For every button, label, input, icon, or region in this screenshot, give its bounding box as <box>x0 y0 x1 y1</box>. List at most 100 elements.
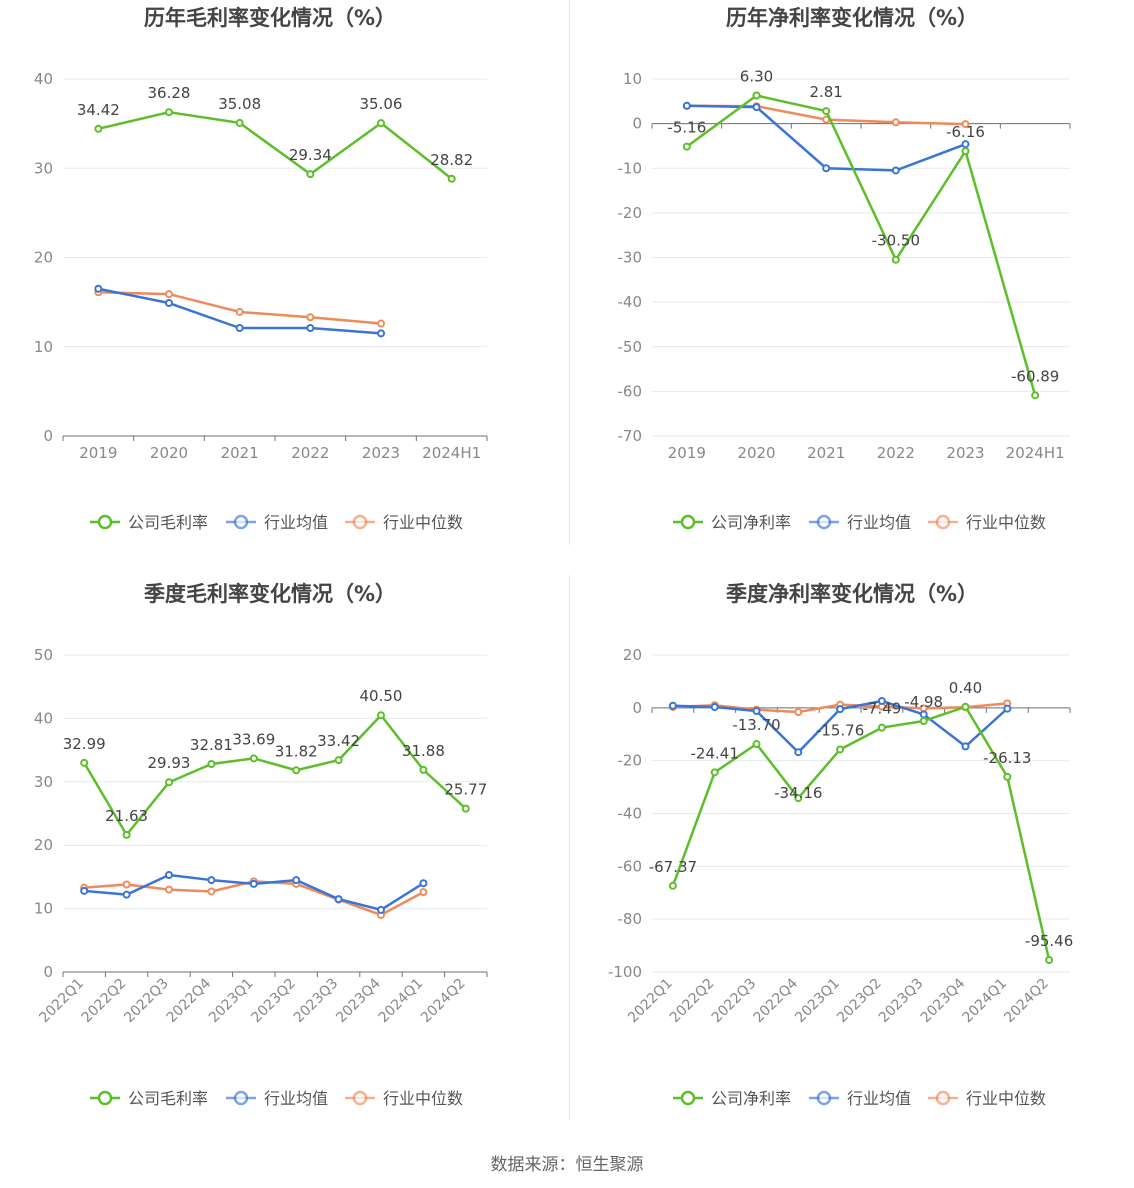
y-tick-label: -60 <box>618 857 643 875</box>
chart-title: 历年净利率变化情况（%） <box>726 6 978 30</box>
data-label: 21.63 <box>105 807 148 825</box>
data-point <box>794 748 803 757</box>
y-tick-label: 10 <box>34 900 53 918</box>
y-tick-label: 0 <box>43 427 53 445</box>
data-point <box>94 284 103 293</box>
data-label: 32.99 <box>63 735 106 753</box>
data-point <box>165 290 173 299</box>
data-point <box>668 881 677 890</box>
data-label: 33.42 <box>317 732 360 750</box>
data-point <box>682 142 691 151</box>
data-point <box>710 768 719 777</box>
x-tick-label: 2022Q4 <box>751 975 802 1026</box>
data-point <box>235 324 244 333</box>
data-point <box>306 324 315 333</box>
chart-panel-2: 历年净利率变化情况（%） -70 -60 -50 -40 -30 -20 -10 0 10 2019… <box>618 6 1071 532</box>
series-line <box>98 110 453 180</box>
x-tick-label: 2024Q1 <box>960 976 1011 1027</box>
x-tick-label: 2019 <box>79 444 117 462</box>
x-tick-label: 2022 <box>291 444 329 462</box>
data-point <box>752 91 761 100</box>
data-label: -30.50 <box>872 232 920 250</box>
legend-label: 公司净利率 <box>711 513 791 532</box>
x-tick-label: 2023Q2 <box>248 976 299 1027</box>
chart-legend: 公司净利率 行业均值 行业中位数 <box>673 513 1046 532</box>
data-point <box>419 765 428 774</box>
data-point <box>752 740 761 749</box>
data-point <box>235 118 244 127</box>
data-point <box>891 255 900 264</box>
legend-marker <box>935 514 951 530</box>
data-point <box>165 870 173 879</box>
legend-label: 公司毛利率 <box>128 513 208 532</box>
data-point <box>752 103 761 112</box>
x-tick-label: 2024H1 <box>422 444 481 462</box>
data-label: -34.16 <box>774 784 822 802</box>
y-tick-label: 0 <box>632 115 642 133</box>
data-point <box>794 708 803 717</box>
data-label: -95.46 <box>1025 932 1073 950</box>
data-point <box>122 830 131 839</box>
data-point <box>1003 704 1012 713</box>
data-point <box>249 879 258 888</box>
data-point <box>461 804 470 813</box>
x-tick-label: 2022Q1 <box>36 976 87 1027</box>
data-label: 31.82 <box>275 742 318 760</box>
x-tick-label: 2023Q2 <box>834 976 885 1027</box>
data-point <box>334 756 343 765</box>
data-label: 32.81 <box>190 736 233 754</box>
data-point <box>165 299 173 308</box>
y-tick-label: 30 <box>34 159 53 177</box>
data-point <box>377 319 385 328</box>
data-label: 36.28 <box>148 84 191 102</box>
x-tick-label: 2022Q4 <box>164 975 215 1026</box>
data-point <box>961 702 970 711</box>
data-point <box>306 313 315 322</box>
x-tick-label: 2023Q4 <box>333 975 384 1026</box>
series-line <box>686 94 1037 396</box>
data-label: 29.34 <box>289 146 332 164</box>
x-tick-label: 2023 <box>946 444 984 462</box>
chart-title: 季度净利率变化情况（%） <box>726 582 978 606</box>
y-tick-label: -60 <box>618 382 643 400</box>
y-tick-label: 10 <box>623 70 642 88</box>
data-point <box>877 696 886 705</box>
data-point <box>682 101 691 110</box>
data-point <box>877 723 886 732</box>
data-label: 29.93 <box>148 754 191 772</box>
data-label: -26.13 <box>983 749 1031 767</box>
legend-label: 公司毛利率 <box>128 1089 208 1108</box>
legend-label: 行业均值 <box>264 513 328 532</box>
y-tick-label: 10 <box>34 338 53 356</box>
chart-title: 季度毛利率变化情况（%） <box>144 582 396 606</box>
y-tick-label: -10 <box>618 159 643 177</box>
x-tick-label: 2022 <box>877 444 915 462</box>
data-label: -4.98 <box>904 693 943 711</box>
data-point <box>249 754 258 763</box>
legend-marker <box>680 1090 696 1106</box>
data-label: -67.37 <box>649 858 697 876</box>
legend-label: 公司净利率 <box>711 1089 791 1108</box>
chart-panel-3: 季度毛利率变化情况（%）010203040502022Q12022Q22022Q… <box>34 582 488 1108</box>
data-label: 35.06 <box>360 95 403 113</box>
legend-marker <box>680 514 696 530</box>
x-tick-label: 2023Q3 <box>876 976 927 1027</box>
y-tick-label: 30 <box>34 773 53 791</box>
data-label: -7.49 <box>862 700 901 718</box>
data-point <box>94 124 103 133</box>
series-line <box>671 705 1051 961</box>
data-point <box>419 879 428 888</box>
legend-label: 行业中位数 <box>383 513 463 532</box>
data-label: -15.76 <box>816 721 864 739</box>
data-point <box>292 766 301 775</box>
legend-label: 行业中位数 <box>966 1089 1046 1108</box>
data-point <box>961 120 970 129</box>
y-tick-label: -30 <box>618 249 643 267</box>
data-point <box>165 108 173 117</box>
panel-divider-bottom <box>569 575 570 1120</box>
data-point <box>447 174 456 183</box>
y-tick-label: -50 <box>618 338 643 356</box>
x-tick-label: 2022Q2 <box>79 976 130 1027</box>
data-point <box>752 707 761 716</box>
